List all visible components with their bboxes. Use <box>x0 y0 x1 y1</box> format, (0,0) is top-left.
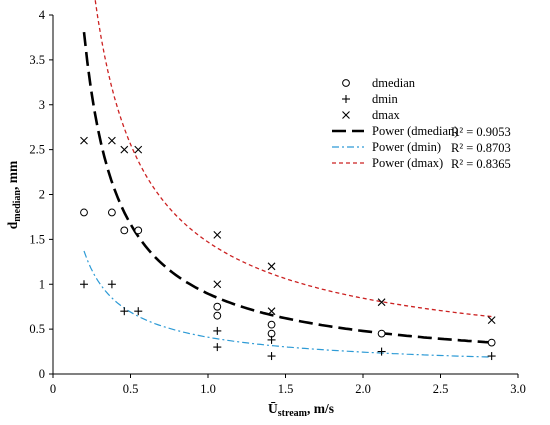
data-point-dmax <box>134 145 143 154</box>
x-tick-label: 0.5 <box>123 382 139 396</box>
tick-labels: 0 0.5 1 1.5 2 2.5 3 3.5 4 0 0.5 1.0 1.5 2.0 2.5 3.0 <box>29 8 525 396</box>
circle-marker <box>108 208 116 217</box>
data-point-dmedian <box>120 226 129 235</box>
y-tick-label: 1 <box>39 277 45 291</box>
circle-marker <box>213 302 222 311</box>
legend-label-trend-dmin: Power (dmin) <box>372 140 441 154</box>
y-tick-label: 2 <box>39 188 45 202</box>
cross-marker-b <box>267 262 276 271</box>
x-tick-label: 1.0 <box>200 382 216 396</box>
data-point-dmin <box>377 347 386 356</box>
legend-marker-dmedian <box>342 79 350 87</box>
data-point-dmax <box>108 136 116 145</box>
x-axis-title: Ūstream, m/s <box>268 401 334 419</box>
circle-marker <box>80 208 88 217</box>
circle-marker <box>342 79 350 87</box>
data-point-dmin <box>213 326 222 335</box>
x-tick-label: 1.5 <box>278 382 294 396</box>
legend-marker-dmax <box>342 111 350 119</box>
legend-label-trend-dmax: Power (dmax) <box>372 156 443 170</box>
data-point-dmin <box>107 280 116 289</box>
data-point-dmedian <box>267 320 276 329</box>
y-tick-label: 0.5 <box>29 322 45 336</box>
y-tick-label: 3.5 <box>29 53 45 67</box>
legend: dmedian dmin dmax Power (dmedian)R² = 0.905… <box>332 76 511 171</box>
cross-marker-b <box>213 230 222 239</box>
data-point-dmedian <box>80 208 88 217</box>
data-point-dmin <box>80 280 88 289</box>
y-tick-label: 0 <box>39 367 45 381</box>
cross-marker-b <box>377 298 386 307</box>
data-point-dmin <box>267 352 276 361</box>
circle-marker <box>377 329 386 338</box>
circle-marker <box>267 320 276 329</box>
y-tick-label: 4 <box>39 8 46 22</box>
trendline-dmin <box>83 250 492 358</box>
data-point-dmax <box>213 280 222 289</box>
circle-marker <box>134 226 143 235</box>
data-point-dmin <box>267 335 276 344</box>
y-tick-label: 3 <box>39 98 45 112</box>
circle-marker <box>213 311 222 320</box>
data-point-dmax <box>80 136 88 145</box>
data-point-dmedian <box>213 302 222 311</box>
r-squared-label: R² = 0.8365 <box>451 157 511 171</box>
x-tick-label: 0 <box>50 382 56 396</box>
x-tick-label: 3.0 <box>510 382 526 396</box>
circle-marker <box>120 226 129 235</box>
x-tick-label: 2.5 <box>433 382 449 396</box>
data-point-dmin <box>213 343 222 352</box>
data-point-dmin <box>120 307 129 316</box>
cross-marker-b <box>120 145 129 154</box>
r-squared-label: R² = 0.9053 <box>451 125 511 139</box>
data-point-dmin <box>134 307 143 316</box>
y-tick-label: 2.5 <box>29 143 45 157</box>
data-point-dmax <box>267 307 276 316</box>
cross-marker-b <box>267 307 276 316</box>
cross-marker-b <box>342 111 350 119</box>
marker-layer <box>80 136 496 361</box>
y-tick-label: 1.5 <box>29 232 45 246</box>
legend-label-dmedian: dmedian <box>372 76 416 90</box>
data-point-dmax <box>377 298 386 307</box>
data-point-dmedian <box>134 226 143 235</box>
data-point-dmax <box>487 316 496 325</box>
cross-marker-b <box>108 136 116 145</box>
data-point-dmedian <box>108 208 116 217</box>
cross-marker-b <box>213 280 222 289</box>
legend-marker-dmin <box>342 95 350 103</box>
trendline-layer <box>82 0 492 358</box>
data-point-dmax <box>213 230 222 239</box>
r-squared-label: R² = 0.8703 <box>451 141 511 155</box>
cross-marker-b <box>487 316 496 325</box>
axes <box>49 14 519 378</box>
data-point-dmax <box>120 145 129 154</box>
data-point-dmedian <box>487 338 496 347</box>
legend-label-dmax: dmax <box>372 108 401 122</box>
data-point-dmax <box>267 262 276 271</box>
circle-marker <box>487 338 496 347</box>
cross-marker-b <box>134 145 143 154</box>
legend-label-dmin: dmin <box>372 92 398 106</box>
data-point-dmedian <box>377 329 386 338</box>
y-axis-title: dmedian, mm <box>5 160 23 229</box>
trendline-dmedian <box>82 31 492 344</box>
legend-label-trend-dmedian: Power (dmedian) <box>372 124 458 138</box>
cross-marker-b <box>80 136 88 145</box>
x-tick-label: 2.0 <box>355 382 371 396</box>
data-point-dmedian <box>213 311 222 320</box>
data-point-dmin <box>487 352 496 361</box>
